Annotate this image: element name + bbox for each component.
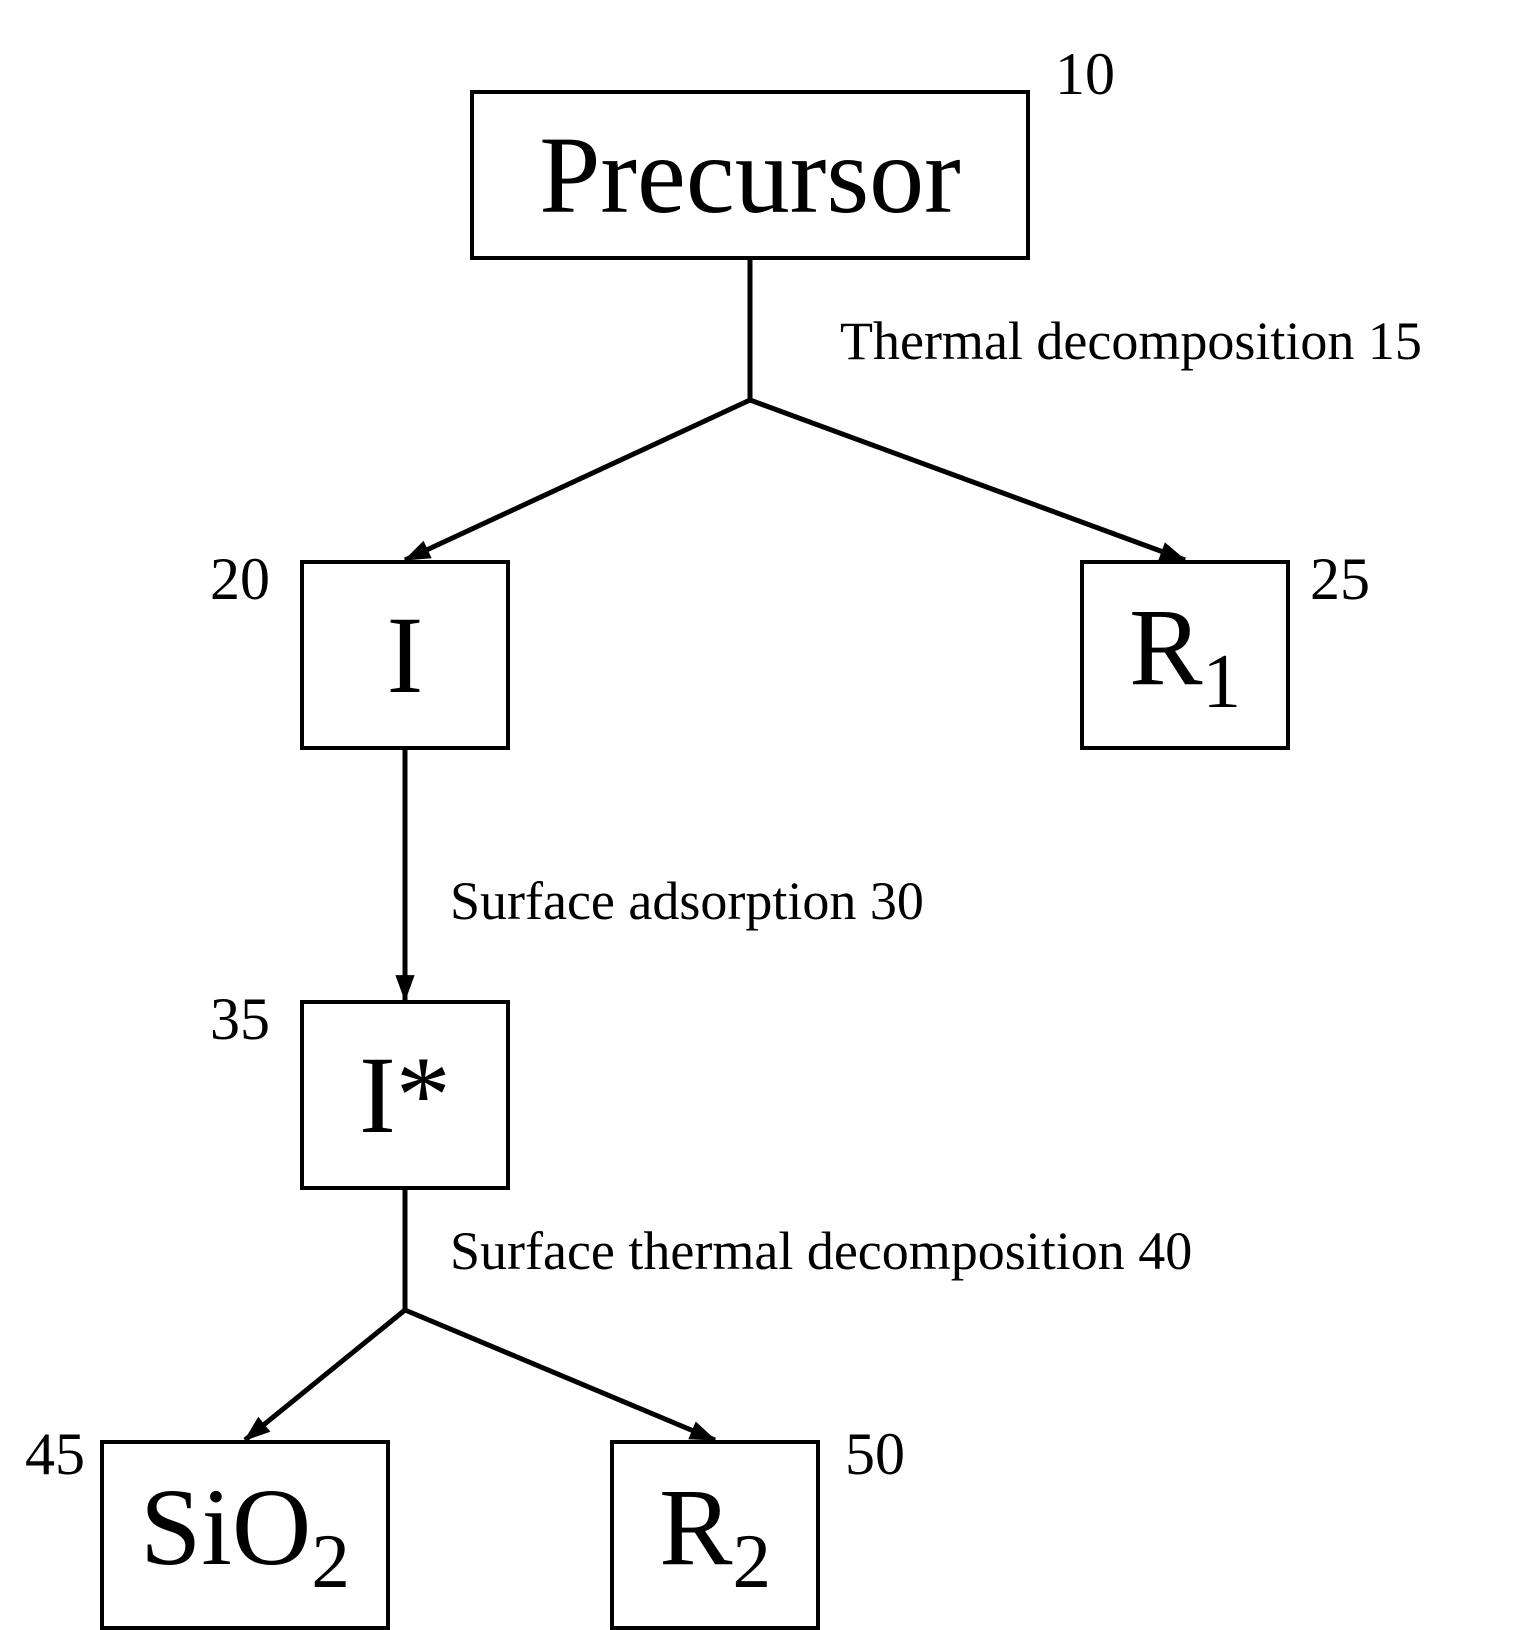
ref-r1: 25 [1310,545,1370,614]
node-r1-text: R1 [1129,584,1241,726]
node-precursor-text: Precursor [539,112,961,239]
node-istar-text: I* [359,1032,451,1159]
node-r2: R2 [610,1440,820,1630]
edge-label-adsorption: Surface adsorption 30 [450,870,924,932]
ref-sio2: 45 [25,1420,85,1489]
node-sio2: SiO2 [100,1440,390,1630]
ref-precursor: 10 [1055,40,1115,109]
ref-r2: 50 [845,1420,905,1489]
ref-istar: 35 [210,985,270,1054]
node-i: I [300,560,510,750]
node-i-text: I [387,592,424,719]
node-sio2-text: SiO2 [140,1464,350,1606]
edge-label-decomp1: Thermal decomposition 15 [840,310,1422,372]
node-r1: R1 [1080,560,1290,750]
node-precursor: Precursor [470,90,1030,260]
node-istar: I* [300,1000,510,1190]
ref-i: 20 [210,545,270,614]
edge-label-decomp2: Surface thermal decomposition 40 [450,1220,1192,1282]
node-r2-text: R2 [659,1464,771,1606]
flowchart-diagram: Precursor 10 I 20 R1 25 I* 35 SiO2 45 R2… [0,0,1518,1624]
